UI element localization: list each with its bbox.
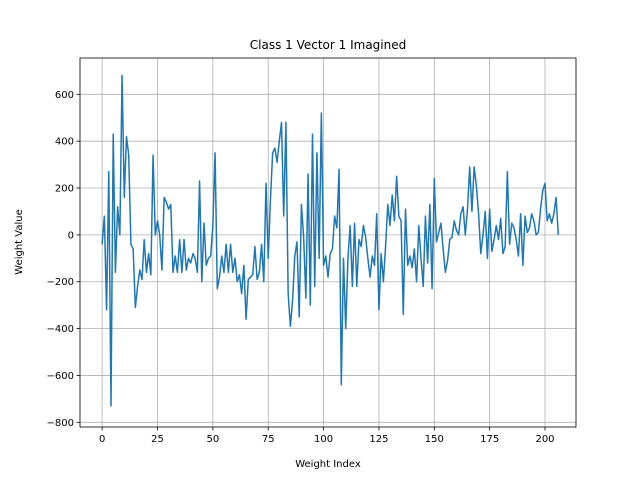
x-tick-label: 50 [206, 434, 219, 445]
y-axis: −800 −600 −400 −200 0 200 400 600 [47, 90, 80, 429]
y-tick-label: 0 [68, 230, 74, 241]
x-tick-label: 75 [262, 434, 275, 445]
x-tick-label: 125 [369, 434, 388, 445]
y-tick-label: −400 [47, 324, 74, 335]
series-line [101, 74, 560, 407]
chart-title: Class 1 Vector 1 Imagined [250, 38, 406, 52]
y-tick-label: −800 [47, 418, 74, 429]
y-tick-label: 200 [55, 184, 74, 195]
x-tick-label: 0 [99, 434, 105, 445]
axes-frame [79, 57, 577, 428]
x-tick-label: 150 [425, 434, 444, 445]
x-tick-label: 175 [480, 434, 499, 445]
y-tick-label: 400 [55, 137, 74, 148]
x-axis: 0 25 50 75 100 125 150 175 200 [99, 427, 555, 445]
x-tick-label: 100 [314, 434, 333, 445]
y-tick-label: −200 [47, 277, 74, 288]
grid [80, 58, 576, 427]
y-axis-label: Weight Value [14, 209, 25, 274]
plot-line-layer [101, 74, 560, 407]
x-tick-label: 25 [151, 434, 164, 445]
y-tick-label: 600 [55, 90, 74, 101]
x-tick-label: 200 [535, 434, 554, 445]
y-tick-label: −600 [47, 371, 74, 382]
x-axis-label: Weight Index [295, 459, 361, 470]
